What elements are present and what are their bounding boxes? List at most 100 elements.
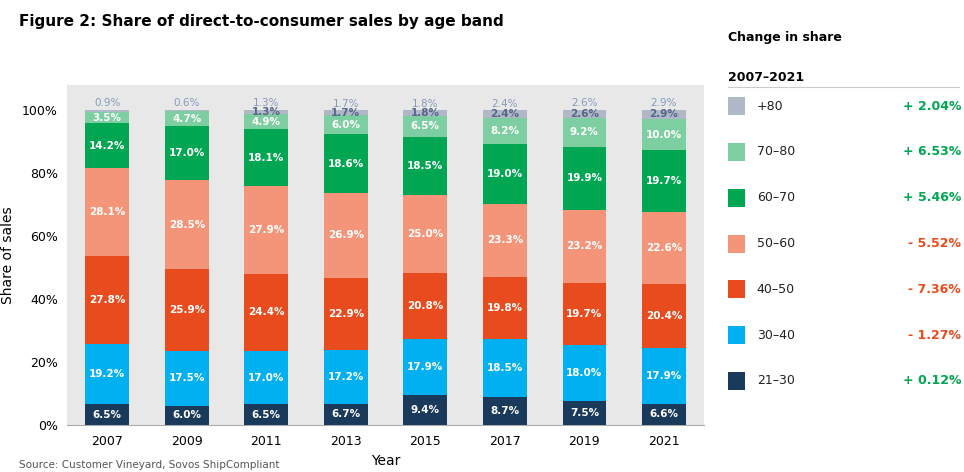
Text: +80: +80 bbox=[757, 100, 784, 113]
Text: 4.9%: 4.9% bbox=[252, 117, 281, 126]
Text: 0.6%: 0.6% bbox=[174, 98, 200, 108]
Text: 2.6%: 2.6% bbox=[570, 109, 599, 119]
Bar bbox=[165, 406, 208, 425]
Bar bbox=[245, 186, 288, 274]
Text: 4.7%: 4.7% bbox=[173, 114, 201, 124]
Text: - 7.36%: - 7.36% bbox=[908, 283, 961, 296]
Bar bbox=[404, 395, 447, 425]
Text: 8.2%: 8.2% bbox=[491, 126, 520, 136]
Text: Figure 2: Share of direct-to-consumer sales by age band: Figure 2: Share of direct-to-consumer sa… bbox=[19, 14, 504, 29]
Text: 6.6%: 6.6% bbox=[650, 409, 679, 420]
Text: 2.4%: 2.4% bbox=[492, 99, 518, 109]
Bar bbox=[563, 345, 606, 401]
Text: Source: Customer Vineyard, Sovos ShipCompliant: Source: Customer Vineyard, Sovos ShipCom… bbox=[19, 460, 280, 470]
Text: 2.9%: 2.9% bbox=[650, 110, 679, 119]
Bar bbox=[483, 277, 526, 339]
Bar bbox=[483, 397, 526, 425]
Bar bbox=[86, 344, 129, 405]
Text: 0.9%: 0.9% bbox=[94, 98, 120, 108]
Text: 19.2%: 19.2% bbox=[90, 369, 125, 379]
Bar bbox=[642, 151, 685, 212]
Bar bbox=[245, 129, 288, 186]
Bar bbox=[404, 339, 447, 395]
Bar bbox=[165, 110, 208, 111]
Text: 30–40: 30–40 bbox=[757, 329, 794, 342]
Text: 70–80: 70–80 bbox=[757, 145, 795, 159]
Text: 28.5%: 28.5% bbox=[169, 219, 205, 229]
Text: 17.5%: 17.5% bbox=[169, 373, 205, 383]
Bar bbox=[483, 144, 526, 203]
Text: 1.7%: 1.7% bbox=[332, 108, 361, 118]
Text: 25.9%: 25.9% bbox=[169, 305, 204, 315]
Text: 1.3%: 1.3% bbox=[252, 107, 281, 117]
Text: 1.8%: 1.8% bbox=[411, 108, 440, 118]
Text: 7.5%: 7.5% bbox=[570, 408, 599, 418]
Text: 19.7%: 19.7% bbox=[646, 177, 683, 186]
Text: - 5.52%: - 5.52% bbox=[908, 237, 961, 250]
Text: 2.9%: 2.9% bbox=[651, 98, 677, 108]
Text: 21–30: 21–30 bbox=[757, 374, 794, 388]
Bar bbox=[642, 284, 685, 348]
Bar bbox=[86, 256, 129, 344]
Text: 14.2%: 14.2% bbox=[89, 141, 125, 151]
Bar bbox=[86, 405, 129, 425]
Text: 8.7%: 8.7% bbox=[491, 406, 520, 416]
Text: 10.0%: 10.0% bbox=[646, 130, 683, 140]
Bar bbox=[324, 278, 367, 350]
Bar bbox=[404, 116, 447, 136]
Bar bbox=[245, 110, 288, 114]
Bar bbox=[324, 135, 367, 193]
Bar bbox=[245, 405, 288, 425]
Bar bbox=[404, 110, 447, 116]
Text: 2.4%: 2.4% bbox=[491, 109, 520, 119]
Text: 19.7%: 19.7% bbox=[566, 309, 602, 319]
X-axis label: Year: Year bbox=[371, 455, 400, 469]
Text: 25.0%: 25.0% bbox=[407, 229, 443, 239]
Text: 6.0%: 6.0% bbox=[332, 120, 361, 130]
Bar bbox=[642, 212, 685, 284]
Text: 17.9%: 17.9% bbox=[407, 362, 443, 372]
Bar bbox=[563, 210, 606, 283]
Bar bbox=[165, 270, 208, 351]
Text: 1.7%: 1.7% bbox=[333, 99, 359, 109]
Y-axis label: Share of sales: Share of sales bbox=[1, 206, 14, 303]
Bar bbox=[86, 168, 129, 256]
Bar bbox=[563, 118, 606, 147]
Bar bbox=[642, 348, 685, 404]
Bar bbox=[165, 351, 208, 406]
Bar bbox=[245, 114, 288, 129]
Bar bbox=[404, 136, 447, 195]
Bar bbox=[165, 180, 208, 270]
Text: 27.9%: 27.9% bbox=[248, 225, 284, 235]
Bar bbox=[483, 339, 526, 397]
Bar bbox=[563, 110, 606, 118]
Text: 18.6%: 18.6% bbox=[328, 159, 364, 169]
Bar bbox=[245, 351, 288, 405]
Text: 17.0%: 17.0% bbox=[169, 148, 205, 158]
Text: 1.8%: 1.8% bbox=[413, 99, 439, 109]
Text: - 1.27%: - 1.27% bbox=[908, 329, 961, 342]
Text: 6.5%: 6.5% bbox=[411, 121, 440, 131]
Text: + 5.46%: + 5.46% bbox=[902, 191, 961, 204]
Text: 20.8%: 20.8% bbox=[407, 301, 443, 311]
Bar bbox=[642, 119, 685, 151]
Text: 24.4%: 24.4% bbox=[248, 307, 284, 318]
Bar bbox=[245, 274, 288, 351]
Text: + 2.04%: + 2.04% bbox=[902, 100, 961, 113]
Bar bbox=[563, 283, 606, 345]
Text: 6.7%: 6.7% bbox=[332, 409, 361, 419]
Bar bbox=[563, 401, 606, 425]
Text: 6.5%: 6.5% bbox=[93, 410, 121, 420]
Text: 18.5%: 18.5% bbox=[407, 160, 443, 171]
Text: 23.3%: 23.3% bbox=[487, 235, 523, 245]
Text: Change in share: Change in share bbox=[728, 31, 842, 44]
Bar bbox=[324, 116, 367, 135]
Text: 19.9%: 19.9% bbox=[567, 173, 602, 183]
Text: 6.5%: 6.5% bbox=[252, 410, 281, 420]
Bar bbox=[165, 126, 208, 180]
Bar bbox=[86, 123, 129, 168]
Text: 22.9%: 22.9% bbox=[328, 309, 363, 319]
Text: 18.0%: 18.0% bbox=[566, 368, 602, 378]
Text: 3.5%: 3.5% bbox=[93, 113, 121, 123]
Text: 26.9%: 26.9% bbox=[328, 230, 363, 240]
